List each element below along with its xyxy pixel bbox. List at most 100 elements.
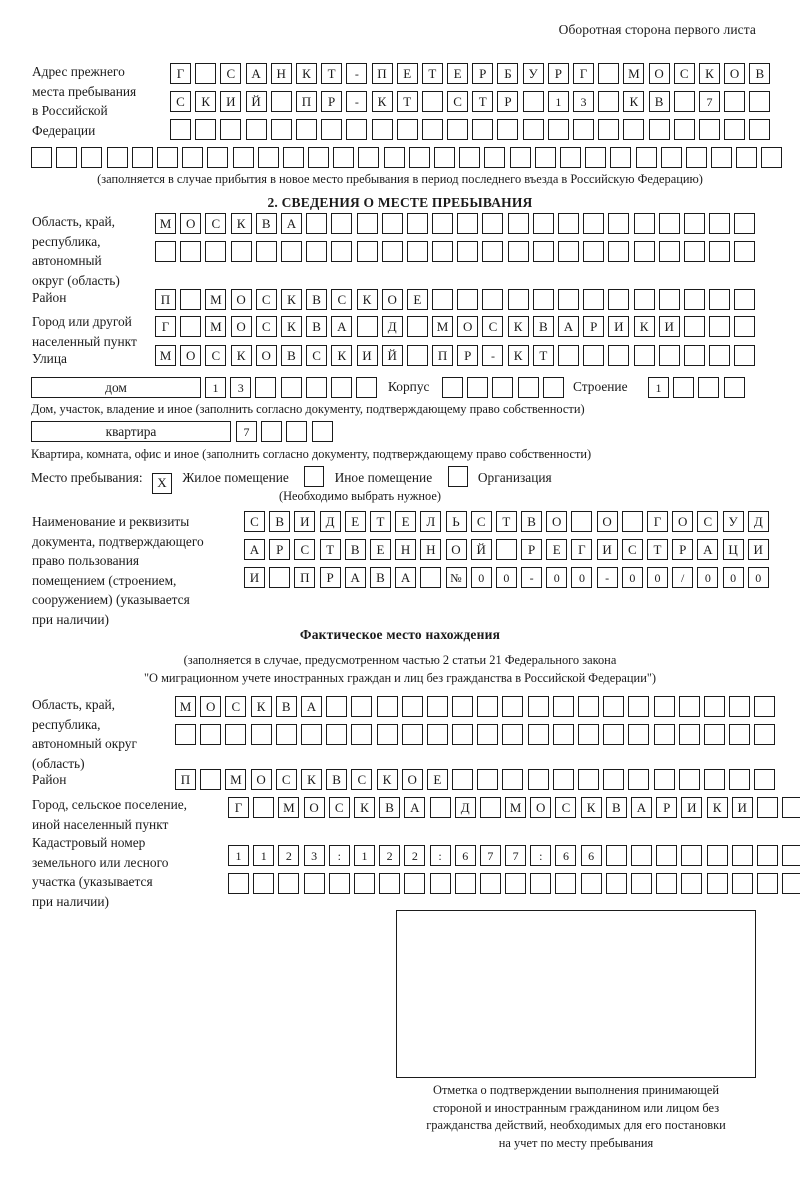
cadastral-cell-12[interactable]: 7 (505, 845, 527, 866)
document-cell-4[interactable]: Т (319, 539, 341, 560)
prev-address-cell-13[interactable]: Р (472, 63, 494, 84)
prev-address-cell-1[interactable]: Г (170, 63, 191, 84)
cadastral-cell-18[interactable] (656, 873, 678, 894)
actual-region-cell-9[interactable] (376, 696, 398, 717)
city-cell-10[interactable]: Д (381, 316, 403, 337)
document-cell-18[interactable]: Р (672, 539, 694, 560)
region-cell-8[interactable] (331, 241, 353, 262)
district-cell-5[interactable]: С (255, 289, 277, 310)
city-cell-22[interactable] (683, 316, 705, 337)
region-cell-15[interactable] (507, 241, 529, 262)
actual-district-cell-22[interactable] (703, 769, 725, 790)
stroenie-cell-4[interactable] (723, 377, 745, 398)
document-cell-8[interactable] (420, 567, 442, 588)
street-cell-5[interactable]: О (255, 345, 277, 366)
prev-address-cell-19[interactable]: К (623, 91, 645, 112)
prev-address-cell-19[interactable] (623, 119, 645, 140)
region-row-2[interactable] (155, 241, 756, 262)
region-cell-13[interactable] (457, 213, 479, 234)
korpus-cells[interactable] (442, 377, 564, 398)
document-cell-14[interactable]: 0 (571, 567, 593, 588)
actual-region-cell-10[interactable] (401, 724, 423, 745)
flat-cell-2[interactable] (261, 421, 283, 442)
city-cell-8[interactable]: А (331, 316, 353, 337)
region-cell-19[interactable] (608, 213, 630, 234)
prev-address-cell-9[interactable]: К (371, 91, 393, 112)
document-cell-3[interactable]: С (294, 539, 316, 560)
region-cell-23[interactable] (709, 213, 731, 234)
document-cell-21[interactable]: 0 (747, 567, 769, 588)
cadastral-row-2[interactable] (228, 873, 800, 894)
cadastral-cell-21[interactable] (731, 845, 753, 866)
street-cell-23[interactable] (709, 345, 731, 366)
cadastral-cell-3[interactable]: 2 (278, 845, 300, 866)
actual-district-cell-23[interactable] (729, 769, 751, 790)
house-cell-3[interactable] (255, 377, 277, 398)
prev-address-cell-10[interactable] (257, 147, 279, 168)
actual-city-cell-20[interactable]: К (706, 797, 728, 818)
region-cell-19[interactable] (608, 241, 630, 262)
prev-address-cell-18[interactable] (598, 63, 620, 84)
street-cell-17[interactable] (558, 345, 579, 366)
cadastral-cell-23[interactable] (782, 845, 800, 866)
street-cell-6[interactable]: В (280, 345, 302, 366)
region-cell-16[interactable] (532, 241, 554, 262)
flat-cell-3[interactable] (286, 421, 308, 442)
document-cell-6[interactable]: Т (369, 511, 391, 532)
prev-address-cell-7[interactable] (182, 147, 204, 168)
stamp-box[interactable] (396, 910, 756, 1078)
actual-district-cell-24[interactable] (754, 769, 776, 790)
prev-address-cell-22[interactable]: 7 (698, 91, 720, 112)
actual-district-cell-1[interactable]: П (175, 769, 196, 790)
actual-city-cell-9[interactable] (429, 797, 451, 818)
actual-district-cell-20[interactable] (653, 769, 675, 790)
city-cell-19[interactable]: И (608, 316, 630, 337)
region-cell-10[interactable] (381, 213, 403, 234)
document-cell-5[interactable]: Е (344, 511, 366, 532)
document-cell-18[interactable]: О (672, 511, 694, 532)
actual-region-cell-7[interactable] (326, 696, 348, 717)
actual-city-cell-14[interactable]: С (555, 797, 577, 818)
actual-region-cell-14[interactable] (502, 724, 524, 745)
actual-city-cell-22[interactable] (756, 797, 778, 818)
prev-address-cell-24[interactable] (749, 91, 771, 112)
actual-region-cell-12[interactable] (452, 696, 474, 717)
document-cell-2[interactable]: Р (269, 539, 291, 560)
actual-region-cell-15[interactable] (527, 696, 549, 717)
flat-cell-4[interactable] (311, 421, 333, 442)
prev-address-row-3[interactable] (170, 119, 771, 140)
document-cell-18[interactable]: / (672, 567, 694, 588)
actual-region-cell-19[interactable] (628, 696, 650, 717)
cadastral-cell-2[interactable]: 1 (253, 845, 275, 866)
city-cell-12[interactable]: М (432, 316, 454, 337)
region-cell-1[interactable]: М (155, 213, 176, 234)
city-cell-2[interactable] (180, 316, 202, 337)
region-cell-8[interactable] (331, 213, 353, 234)
actual-district-cell-4[interactable]: О (250, 769, 272, 790)
cadastral-cell-4[interactable]: 3 (303, 845, 325, 866)
cadastral-cell-22[interactable] (756, 845, 778, 866)
district-cell-12[interactable] (432, 289, 454, 310)
actual-city-cell-17[interactable]: А (631, 797, 652, 818)
prev-address-cell-24[interactable] (610, 147, 632, 168)
prev-address-cell-29[interactable] (736, 147, 758, 168)
region-cell-24[interactable] (734, 241, 756, 262)
prev-address-cell-5[interactable] (131, 147, 153, 168)
actual-city-cell-12[interactable]: М (505, 797, 527, 818)
house-cell-1[interactable]: 1 (205, 377, 226, 398)
prev-address-cell-27[interactable] (685, 147, 707, 168)
prev-address-cell-14[interactable] (497, 119, 519, 140)
prev-address-cell-12[interactable] (308, 147, 330, 168)
actual-region-cell-11[interactable] (426, 696, 448, 717)
prev-address-cell-4[interactable] (106, 147, 128, 168)
actual-district-cell-11[interactable]: Е (426, 769, 448, 790)
region-cell-20[interactable] (633, 213, 655, 234)
korpus-cell-4[interactable] (517, 377, 539, 398)
district-cell-10[interactable]: О (381, 289, 403, 310)
cadastral-cell-13[interactable] (530, 873, 552, 894)
actual-region-cell-14[interactable] (502, 696, 524, 717)
actual-district-cell-10[interactable]: О (401, 769, 423, 790)
street-cell-2[interactable]: О (180, 345, 202, 366)
